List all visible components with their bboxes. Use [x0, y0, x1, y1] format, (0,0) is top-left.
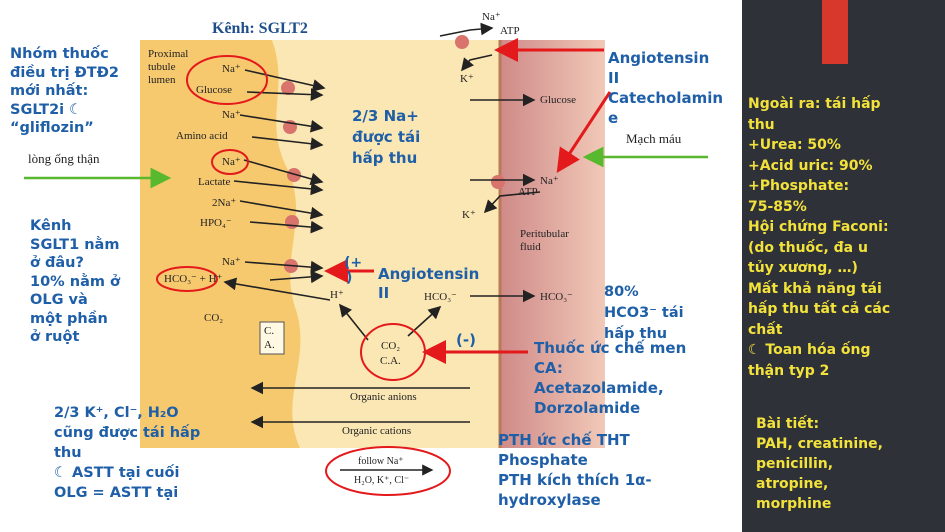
lumen-amino-acid: Amino acid	[176, 130, 228, 142]
lumen-label: Proximal tubule lumen	[148, 48, 189, 86]
organic-anions-label: Organic anions	[350, 391, 417, 403]
red-arrow-diagonal	[556, 91, 612, 174]
cell-h-plus: H⁺	[330, 289, 344, 301]
cell-ca: C.A.	[380, 355, 401, 367]
cell-hco3: HCO₃⁻	[424, 291, 457, 303]
note-angiotensin-cell: Angiotensin II	[378, 265, 480, 302]
cytoplasm-region	[272, 40, 500, 448]
blood-glucose: Glucose	[540, 94, 577, 106]
transporter-dots	[281, 35, 505, 273]
cell-co2: CO₂	[381, 340, 401, 352]
ca-box	[259, 321, 285, 355]
blood-na-top: Na⁺	[482, 11, 501, 23]
blood-atp-top: ATP	[500, 25, 520, 37]
blood-na-mid: Na⁺	[540, 175, 559, 187]
lumen-2na: 2Na⁺	[212, 197, 237, 209]
blood-k-top: K⁺	[460, 73, 474, 85]
lumen-hpo4: HPO₄⁻	[200, 217, 232, 229]
note-secretion: Bài tiết: PAH, creatinine, penicillin, a…	[756, 416, 883, 512]
blood-k-mid: K⁺	[462, 209, 476, 221]
note-pth: PTH ức chế THT Phosphate PTH kích thích …	[498, 431, 652, 509]
vessel-vn-label: Mạch máu	[626, 131, 682, 146]
lumen-na-1: Na⁺	[222, 63, 241, 75]
note-hco3-80: 80% HCO3⁻ tái hấp thu	[604, 284, 684, 342]
note-k-cl-water: 2/3 K⁺, Cl⁻, H₂O cũng được tái hấp thu ☾…	[54, 405, 201, 501]
lumen-co2: CO₂	[204, 312, 224, 324]
note-sglt1: Kênh SGLT1 nằm ở đâu? 10% nằm ở OLG và m…	[30, 218, 120, 345]
note-angiotensin-top: Angiotensin II Catecholamin e	[608, 49, 724, 127]
reabsorption-arrows	[223, 22, 541, 429]
blood-atp-mid: ATP	[518, 186, 538, 198]
lumen-na-3: Na⁺	[222, 156, 241, 168]
organic-cations-label: Organic cations	[342, 425, 412, 437]
note-sglt2i: Nhóm thuốc điều trị ĐTĐ2 mới nhất: SGLT2…	[10, 46, 119, 136]
lumen-glucose: Glucose	[196, 84, 233, 96]
red-accent-tab	[822, 0, 848, 64]
lumen-na-2: Na⁺	[222, 109, 241, 121]
peritubular-fluid-label: Peritubular fluid	[520, 228, 569, 253]
note-two-thirds-na: 2/3 Na+ được tái hấp thu	[352, 107, 421, 167]
tubule-vn-label: lòng ống thận	[28, 151, 100, 166]
follow-na-label: follow Na⁺	[358, 456, 404, 467]
lumen-na-4: Na⁺	[222, 256, 241, 268]
note-ca-drugs: Thuốc ức chế men CA: Acetazolamide, Dorz…	[534, 339, 687, 417]
lumen-hco3-h: HCO₃⁻ + H⁺	[164, 273, 223, 285]
plus-sign-close: )	[346, 270, 353, 286]
plus-sign: (+	[344, 255, 363, 271]
follow-water-label: H₂O, K⁺, Cl⁻	[354, 475, 410, 486]
minus-sign: (-)	[456, 331, 476, 349]
peritubular-blood	[500, 40, 605, 448]
slide-title: Kênh: SGLT2	[212, 20, 308, 37]
ca-box-label: C. A.	[264, 325, 275, 351]
note-reabsorption-extra: Ngoài ra: tái hấp thu +Urea: 50% +Acid u…	[748, 96, 891, 379]
blood-hco3: HCO₃⁻	[540, 291, 573, 303]
lumen-lactate: Lactate	[198, 176, 231, 188]
